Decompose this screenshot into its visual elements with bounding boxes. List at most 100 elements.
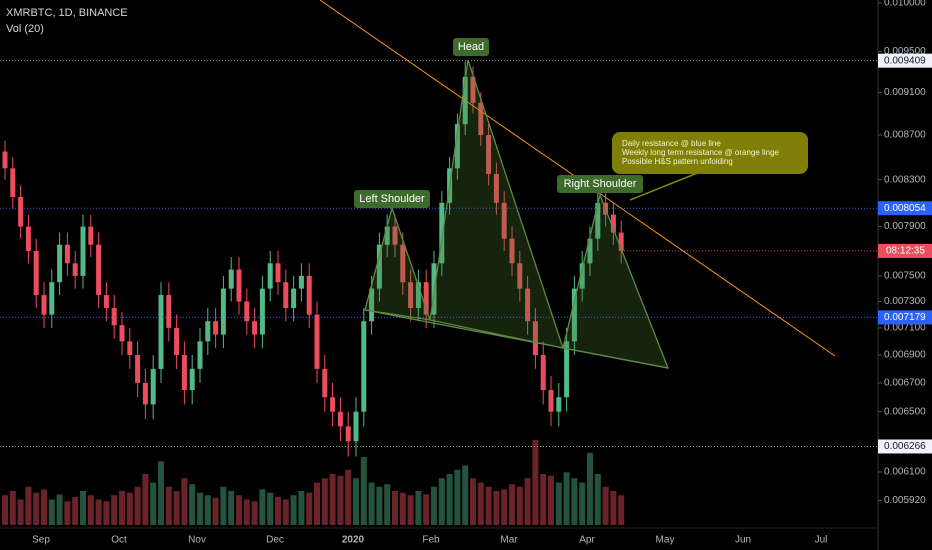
x-tick-label: Dec <box>266 535 284 546</box>
volume-bar <box>126 492 133 525</box>
right-shoulder-label-box <box>557 175 643 193</box>
volume-bar <box>501 489 508 525</box>
volume-bar <box>423 494 430 525</box>
volume-bar <box>87 495 94 525</box>
volume-bar <box>540 474 547 525</box>
volume-bar <box>532 440 539 525</box>
candle-body <box>181 355 187 391</box>
volume-bar <box>509 484 515 525</box>
volume-bar <box>48 499 55 525</box>
volume-bar <box>563 472 570 525</box>
volume-bar <box>165 486 172 525</box>
candle-body <box>361 321 367 412</box>
volume-bar <box>134 486 141 525</box>
volume-bar <box>9 491 16 525</box>
candle-body <box>486 135 492 174</box>
y-tick-label: 0.010000 <box>884 0 926 8</box>
candle-body <box>166 295 172 328</box>
volume-bar <box>579 482 586 525</box>
neckline <box>364 309 669 369</box>
candle-body <box>345 426 351 442</box>
volume-bar <box>204 495 211 525</box>
volume-bar <box>337 475 344 525</box>
countdown-box <box>878 243 932 258</box>
volume-bar <box>25 486 32 525</box>
candle-body <box>213 321 219 335</box>
volume-bar <box>80 491 86 525</box>
head-shape <box>429 59 564 349</box>
price-label: 0.009409 <box>884 55 926 66</box>
volume-bar <box>548 475 554 525</box>
volume-bar <box>587 452 593 525</box>
candle-body <box>579 263 585 289</box>
candle-body <box>72 263 78 276</box>
volume-bar <box>477 482 484 525</box>
volume-bar <box>345 469 352 525</box>
candle-body <box>298 275 304 289</box>
candle-body <box>267 263 273 289</box>
volume-bar <box>321 478 328 525</box>
candle-body <box>236 269 242 302</box>
price-axis <box>878 0 932 550</box>
x-tick-label: Feb <box>422 535 440 546</box>
head-label-box <box>453 38 489 56</box>
volume-bar <box>306 492 313 525</box>
volume-bar <box>594 474 601 525</box>
volume-bar <box>407 495 414 525</box>
candle-body <box>330 397 336 412</box>
candle-body <box>127 341 133 356</box>
volume-bar <box>197 492 203 525</box>
volume-bar <box>220 486 227 525</box>
candle-body <box>384 226 390 245</box>
candle-body <box>439 202 445 264</box>
volume-bar <box>33 492 40 525</box>
volume-bar <box>95 499 102 525</box>
candle-body <box>337 411 343 427</box>
volume-bar <box>236 495 242 525</box>
volume-bar <box>282 499 289 525</box>
price-pane <box>0 60 878 457</box>
volume-bar <box>150 482 157 525</box>
volume-bar <box>555 482 562 525</box>
y-tick-label: 0.009500 <box>884 46 926 57</box>
volume-bar <box>298 491 305 525</box>
volume-bar <box>41 489 47 525</box>
y-tick-label: 0.008300 <box>884 174 926 185</box>
volume-bar <box>290 495 297 525</box>
candle-body <box>618 232 624 251</box>
volume-bar <box>516 486 523 525</box>
volume-bar <box>493 491 500 525</box>
volume-bar <box>142 474 149 525</box>
candle-body <box>501 202 507 239</box>
candle-body <box>283 282 289 309</box>
candle-body <box>197 341 203 369</box>
volume-bar <box>181 478 188 525</box>
price-label-box <box>878 439 932 454</box>
x-tick-label: 2020 <box>342 535 365 546</box>
price-label-box <box>878 201 932 216</box>
note-line: Possible H&S pattern unfolding <box>622 157 733 166</box>
candle-body <box>150 368 156 405</box>
chart-title: XMRBTC, 1D, BINANCE <box>6 7 128 19</box>
y-tick-label: 0.008700 <box>884 130 926 141</box>
candle-body <box>10 168 16 197</box>
candle-body <box>2 151 8 169</box>
note-pointer <box>629 171 701 201</box>
volume-bar <box>275 496 281 525</box>
volume-bar <box>158 461 164 525</box>
note-line: Weekly long term resistance @ orange lin… <box>622 148 779 157</box>
candle-body <box>470 76 476 103</box>
candle-body <box>135 355 141 383</box>
countdown: 08:12:35 <box>886 246 925 257</box>
volume-bar <box>454 469 461 525</box>
candle-body <box>142 382 148 405</box>
candle-body <box>25 226 31 251</box>
price-label: 0.008054 <box>884 203 926 214</box>
note-line: Daily resistance @ blue line <box>622 139 721 148</box>
volume-pane <box>2 440 625 525</box>
candle-body <box>33 250 39 296</box>
y-tick-label: 0.007300 <box>884 296 926 307</box>
candle-body <box>478 102 484 136</box>
volume-bar <box>212 497 219 525</box>
candle-body <box>49 282 55 315</box>
